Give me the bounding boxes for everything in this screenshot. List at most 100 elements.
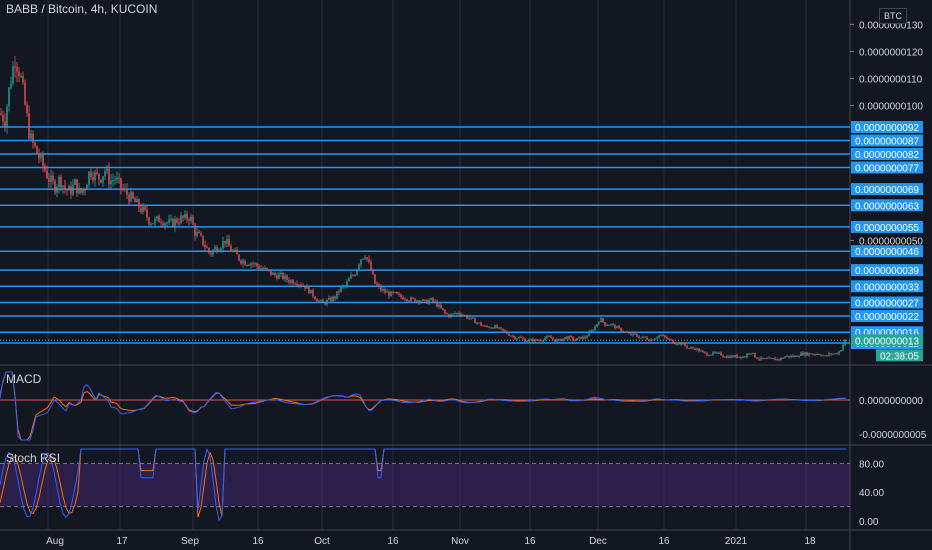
candle-body [148,217,150,225]
candle-body [202,235,204,245]
candle-body [340,286,342,292]
candle-body [298,284,300,286]
candle-body [152,223,154,225]
candle-body [252,263,254,265]
candle-body [66,189,68,191]
candle-body [162,223,164,226]
candle-body [324,301,326,305]
candle-body [464,315,466,317]
candle-body [728,356,730,359]
candle-body [54,180,56,193]
candle-body [122,188,124,190]
candle-body [84,189,86,191]
candle-body [308,286,310,294]
candle-body [772,358,774,360]
candle-body [718,352,720,354]
candle-body [822,355,824,357]
candle-body [314,296,316,300]
candle-body [302,285,304,287]
candle-body [292,280,294,284]
candle-body [20,75,22,77]
candle-body [404,299,406,301]
candle-body [72,184,74,195]
candle-body [780,357,782,360]
candle-body [758,358,760,360]
price-level-tag-label: 0.0000000087 [855,137,919,148]
candle-body [130,192,132,202]
candle-body [62,185,64,188]
candle-body [542,340,544,342]
candle-body [540,340,542,342]
candle-body [688,347,690,349]
candle-body [578,336,580,339]
candle-body [776,358,778,361]
candle-body [818,354,820,356]
candle-body [402,297,404,300]
candle-body [226,239,228,244]
candle-body [838,351,840,354]
price-level-tag-label: 0.0000000055 [855,223,919,234]
candle-body [46,170,48,179]
candle-body [760,357,762,360]
candle-body [842,344,844,351]
candle-body [106,168,108,172]
candle-body [44,165,46,171]
candle-body [694,348,696,350]
candle-body [830,353,832,355]
candle-body [702,350,704,352]
price-level-tag [851,148,923,160]
candle-body [368,259,370,263]
candle-body [712,352,714,355]
candle-body [136,199,138,203]
candle-body [288,279,290,283]
price-level-tag-label: 0.0000000063 [855,201,919,212]
candle-body [586,336,588,339]
candle-body [560,338,562,342]
candle-body [566,336,568,340]
candle-body [584,336,586,339]
candle-body [374,274,376,284]
candle-body [208,248,210,253]
candle-body [444,309,446,313]
candle-body [590,330,592,332]
candle-body [140,208,142,213]
candle-body [536,339,538,341]
candle-body [260,268,262,270]
macd-tick-label: 0.0000000000 [859,396,923,407]
candle-body [194,224,196,236]
candle-body [684,343,686,346]
candle-body [6,106,8,127]
candle-body [388,291,390,297]
candle-body [418,300,420,303]
candle-body [164,223,166,226]
candle-body [640,337,642,339]
candle-body [78,188,80,194]
candle-body [832,353,834,355]
candle-body [134,198,136,203]
candle-body [236,250,238,255]
candle-body [428,299,430,304]
candle-body [184,213,186,218]
candle-body [102,176,104,183]
candle-body [458,313,460,315]
candle-body [658,335,660,338]
candle-body [284,275,286,279]
candle-body [572,336,574,341]
candle-body [40,154,42,159]
candle-body [476,322,478,324]
candle-body [602,318,604,323]
candle-body [426,300,428,304]
candle-body [812,354,814,356]
currency-badge[interactable]: BTC [879,8,907,24]
candle-body [262,268,264,270]
candle-body [628,332,630,334]
candle-body [10,83,12,88]
time-axis-label: Aug [46,536,64,547]
candle-body [452,313,454,315]
candle-body [206,247,208,249]
candle-body [692,347,694,349]
candle-body [234,250,236,252]
candle-body [180,215,182,224]
